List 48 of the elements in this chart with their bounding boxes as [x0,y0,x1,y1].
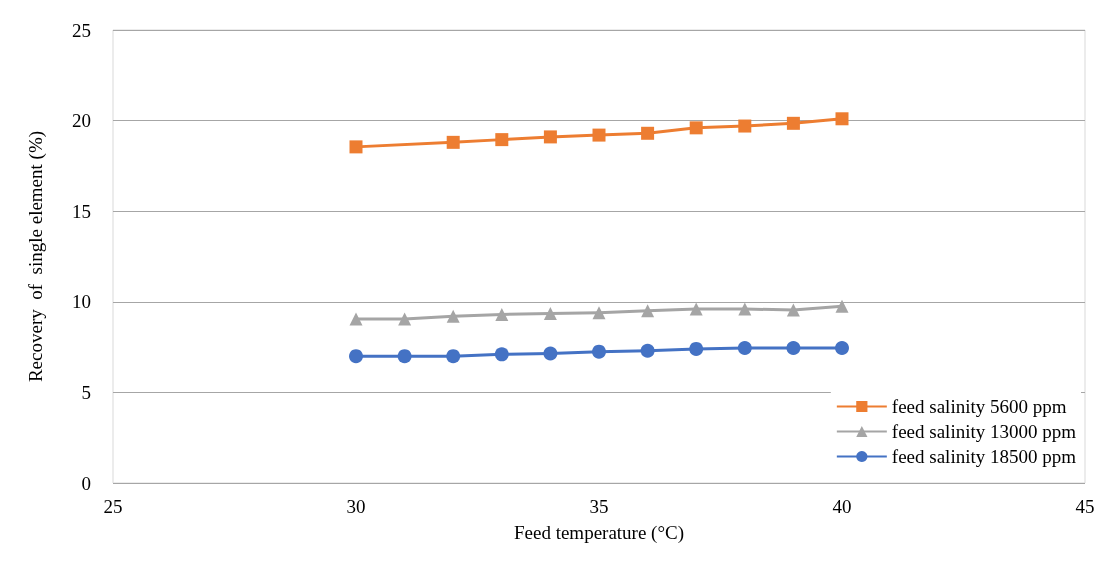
y-tick-label: 15 [72,200,91,222]
point [494,347,509,362]
point [786,303,800,317]
point [543,307,557,321]
x-tick-label: 45 [1075,496,1095,517]
y-tick-label: 0 [81,472,91,494]
point [349,312,363,326]
y-tick-label: 10 [72,291,91,313]
point [446,349,461,364]
point [397,349,412,364]
point [495,307,509,321]
y-tick-label: 25 [72,19,91,41]
point [543,346,558,361]
x-tick-label: 30 [346,496,366,517]
point [446,135,460,149]
point [592,306,606,320]
point [592,344,606,359]
point [786,341,801,355]
x-tick-label: 40 [832,496,852,517]
point [835,341,849,355]
point [641,304,655,318]
point [543,130,557,144]
y-tick-label: 20 [72,110,91,132]
point [398,312,412,326]
point [349,349,363,364]
point [641,126,655,140]
legend-label: feed salinity 18500 ppm [891,446,1077,467]
point [689,341,704,356]
point [495,133,509,147]
point [446,309,460,323]
x-axis-title: Feed temperature (°C) [513,522,685,544]
point [592,128,606,142]
point [689,302,703,316]
point [689,121,703,135]
point [737,341,752,355]
y-tick-label: 5 [81,381,91,403]
point [640,343,655,358]
point [835,299,849,313]
point [835,112,849,126]
point [786,116,800,130]
point [738,119,752,133]
x-tick-label: 25 [103,496,123,517]
x-tick-label: 35 [589,496,609,517]
point [738,302,752,316]
legend-label: feed salinity 13000 ppm [891,421,1077,442]
legend-label: feed salinity 5600 ppm [891,396,1067,417]
y-axis-title: Recovery of single element (%) [25,130,47,383]
point [349,140,363,154]
